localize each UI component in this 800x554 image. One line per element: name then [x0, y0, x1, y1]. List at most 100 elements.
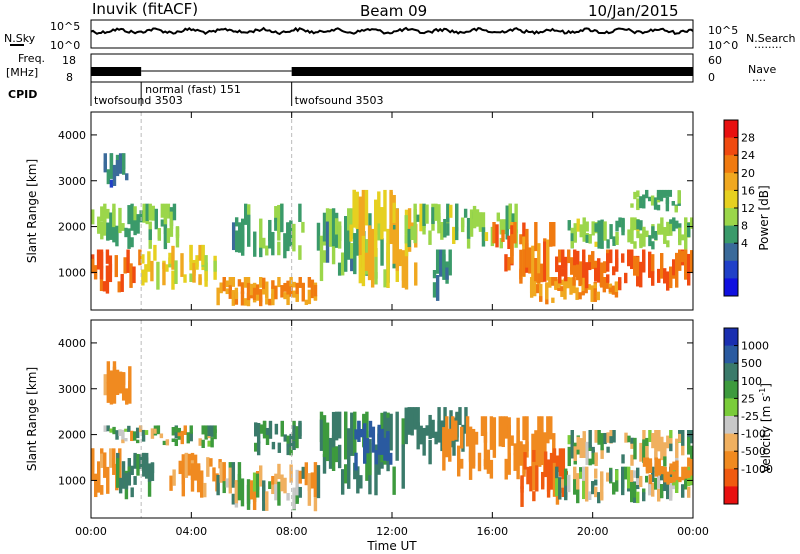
- heatmap-cell: [103, 209, 107, 236]
- heatmap-cell: [633, 191, 637, 200]
- heatmap-cell: [460, 220, 465, 233]
- heatmap-cell: [252, 491, 257, 511]
- heatmap-cell: [125, 388, 129, 405]
- heatmap-cell: [582, 222, 586, 233]
- heatmap-cell: [132, 266, 136, 284]
- heatmap-cell: [522, 249, 526, 277]
- heatmap-cell: [109, 428, 113, 433]
- heatmap-cell: [677, 190, 681, 204]
- heatmap-cell: [600, 491, 604, 501]
- heatmap-cell: [252, 287, 257, 300]
- heatmap-cell: [153, 244, 157, 261]
- heatmap-cell: [538, 448, 542, 467]
- heatmap-cell: [669, 223, 673, 236]
- colorbar-tick-label: 100: [741, 375, 762, 388]
- heatmap-cell: [128, 366, 132, 394]
- heatmap-cell: [368, 420, 373, 438]
- heatmap-cell: [567, 446, 571, 467]
- heatmap-cell: [125, 173, 129, 181]
- heatmap-cell: [255, 294, 260, 301]
- heatmap-cell: [255, 284, 260, 298]
- nsearch-legend-marker: ........: [754, 38, 782, 51]
- heatmap-cell: [582, 255, 586, 278]
- y-tick-label: 3000: [58, 383, 86, 396]
- heatmap-cell: [579, 471, 583, 479]
- heatmap-cell: [540, 473, 545, 487]
- beam-title: Beam 09: [360, 2, 427, 20]
- heatmap-cell: [636, 190, 640, 198]
- power-heatmap-cells: [90, 153, 694, 307]
- heatmap-cell: [123, 257, 127, 274]
- heatmap-cell: [478, 220, 483, 230]
- heatmap-cell: [653, 200, 658, 207]
- heatmap-cell: [274, 473, 278, 494]
- heatmap-cell: [259, 247, 263, 258]
- heatmap-cell: [520, 475, 524, 489]
- heatmap-cell: [585, 262, 589, 283]
- heatmap-cell: [600, 447, 604, 459]
- heatmap-cell: [337, 411, 342, 439]
- heatmap-cell: [349, 224, 353, 242]
- heatmap-cell: [204, 262, 208, 287]
- heatmap-cell: [618, 281, 622, 291]
- heatmap-cell: [558, 448, 563, 477]
- heatmap-cell: [480, 416, 485, 437]
- colorbar-swatch: [724, 416, 738, 435]
- heatmap-cell: [633, 470, 637, 478]
- heatmap-cell: [627, 466, 631, 489]
- y-tick-label: 4000: [58, 129, 86, 142]
- heatmap-cell: [549, 222, 553, 247]
- heatmap-cell: [431, 419, 435, 438]
- heatmap-cell: [587, 284, 591, 290]
- x-tick-label: 16:00: [476, 525, 508, 538]
- heatmap-cell: [225, 478, 229, 488]
- heatmap-cell: [91, 209, 95, 225]
- heatmap-cell: [105, 265, 110, 294]
- heatmap-cell: [358, 255, 363, 284]
- heatmap-cell: [283, 233, 287, 259]
- heatmap-cell: [258, 277, 263, 288]
- heatmap-cell: [100, 206, 104, 222]
- heatmap-cell: [437, 204, 441, 234]
- heatmap-cell: [469, 209, 474, 237]
- heatmap-cell: [213, 429, 217, 440]
- heatmap-cell: [213, 260, 217, 272]
- heatmap-cell: [645, 462, 650, 474]
- heatmap-cell: [283, 477, 287, 494]
- heatmap-cell: [522, 222, 526, 247]
- heatmap-cell: [475, 214, 480, 227]
- heatmap-cell: [690, 217, 694, 229]
- heatmap-cell: [175, 226, 180, 238]
- heatmap-cell: [678, 227, 682, 238]
- colorbar-tick-label: -1000: [741, 463, 773, 476]
- heatmap-cell: [663, 227, 667, 244]
- heatmap-cell: [265, 287, 269, 298]
- heatmap-cell: [334, 218, 339, 239]
- heatmap-cell: [561, 268, 565, 277]
- heatmap-cell: [519, 249, 523, 284]
- x-tick-label: 12:00: [376, 525, 408, 538]
- heatmap-cell: [502, 219, 506, 235]
- heatmap-cell: [118, 207, 122, 234]
- heatmap-cell: [654, 443, 658, 461]
- heatmap-cell: [392, 466, 396, 495]
- heatmap-cell: [456, 445, 461, 477]
- heatmap-cell: [413, 203, 417, 219]
- heatmap-cell: [686, 253, 691, 271]
- heatmap-cell: [106, 425, 110, 432]
- heatmap-cell: [244, 203, 248, 225]
- heatmap-cell: [636, 491, 640, 504]
- heatmap-cell: [567, 435, 571, 445]
- heatmap-cell: [581, 290, 585, 296]
- heatmap-cell: [636, 478, 640, 485]
- heatmap-cell: [231, 493, 236, 505]
- heatmap-cell: [413, 208, 417, 238]
- heatmap-cell: [386, 433, 390, 458]
- heatmap-cell: [289, 464, 293, 483]
- heatmap-cell: [222, 462, 226, 482]
- freq-tick-top: 18: [62, 54, 76, 67]
- heatmap-cell: [663, 442, 667, 460]
- heatmap-cell: [548, 277, 552, 288]
- heatmap-cell: [645, 475, 649, 483]
- heatmap-cell: [383, 411, 387, 443]
